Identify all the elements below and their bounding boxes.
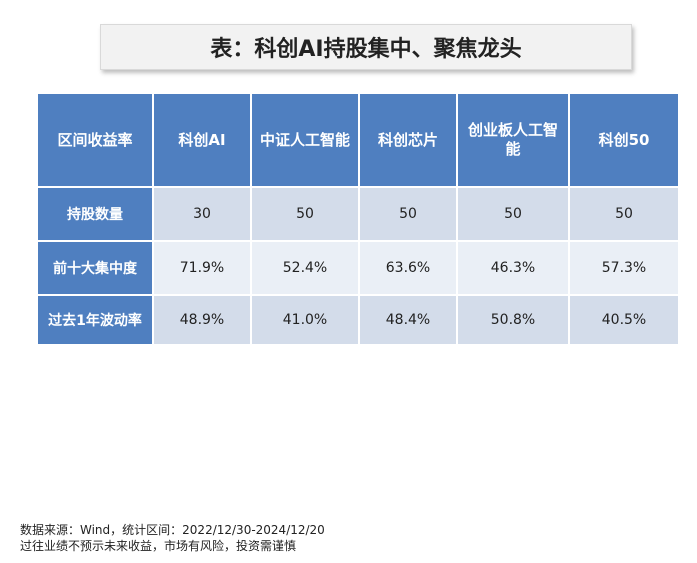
corner-header: 区间收益率 [36, 92, 154, 188]
comparison-table: 区间收益率 科创AI 中证人工智能 科创芯片 创业板人工智能 科创50 持股数量… [36, 92, 680, 346]
data-source-note: 数据来源：Wind，统计区间：2022/12/30-2024/12/20 [20, 523, 325, 537]
table-cell: 46.3% [456, 240, 570, 296]
page-title: 表：科创AI持股集中、聚焦龙头 [100, 24, 632, 70]
column-header: 中证人工智能 [250, 92, 360, 188]
footer-notes: 数据来源：Wind，统计区间：2022/12/30-2024/12/20 过往业… [20, 522, 325, 554]
table-cell: 71.9% [152, 240, 252, 296]
column-header: 科创芯片 [358, 92, 458, 188]
table-cell: 57.3% [568, 240, 680, 296]
table-cell: 50 [250, 186, 360, 242]
column-header: 科创AI [152, 92, 252, 188]
table-cell: 40.5% [568, 294, 680, 346]
table-cell: 52.4% [250, 240, 360, 296]
table-cell: 50 [358, 186, 458, 242]
table-cell: 30 [152, 186, 252, 242]
table-cell: 50 [568, 186, 680, 242]
table-row: 过去1年波动率 48.9% 41.0% 48.4% 50.8% 40.5% [36, 294, 680, 346]
row-label: 过去1年波动率 [36, 294, 154, 346]
table-row: 持股数量 30 50 50 50 50 [36, 186, 680, 242]
risk-disclaimer: 过往业绩不预示未来收益，市场有风险，投资需谨慎 [20, 539, 297, 553]
table-cell: 50.8% [456, 294, 570, 346]
table-cell: 48.9% [152, 294, 252, 346]
table-header-row: 区间收益率 科创AI 中证人工智能 科创芯片 创业板人工智能 科创50 [36, 92, 680, 188]
column-header: 科创50 [568, 92, 680, 188]
table-cell: 41.0% [250, 294, 360, 346]
table-cell: 48.4% [358, 294, 458, 346]
row-label: 持股数量 [36, 186, 154, 242]
table-row: 前十大集中度 71.9% 52.4% 63.6% 46.3% 57.3% [36, 240, 680, 296]
table-cell: 63.6% [358, 240, 458, 296]
table-cell: 50 [456, 186, 570, 242]
row-label: 前十大集中度 [36, 240, 154, 296]
column-header: 创业板人工智能 [456, 92, 570, 188]
